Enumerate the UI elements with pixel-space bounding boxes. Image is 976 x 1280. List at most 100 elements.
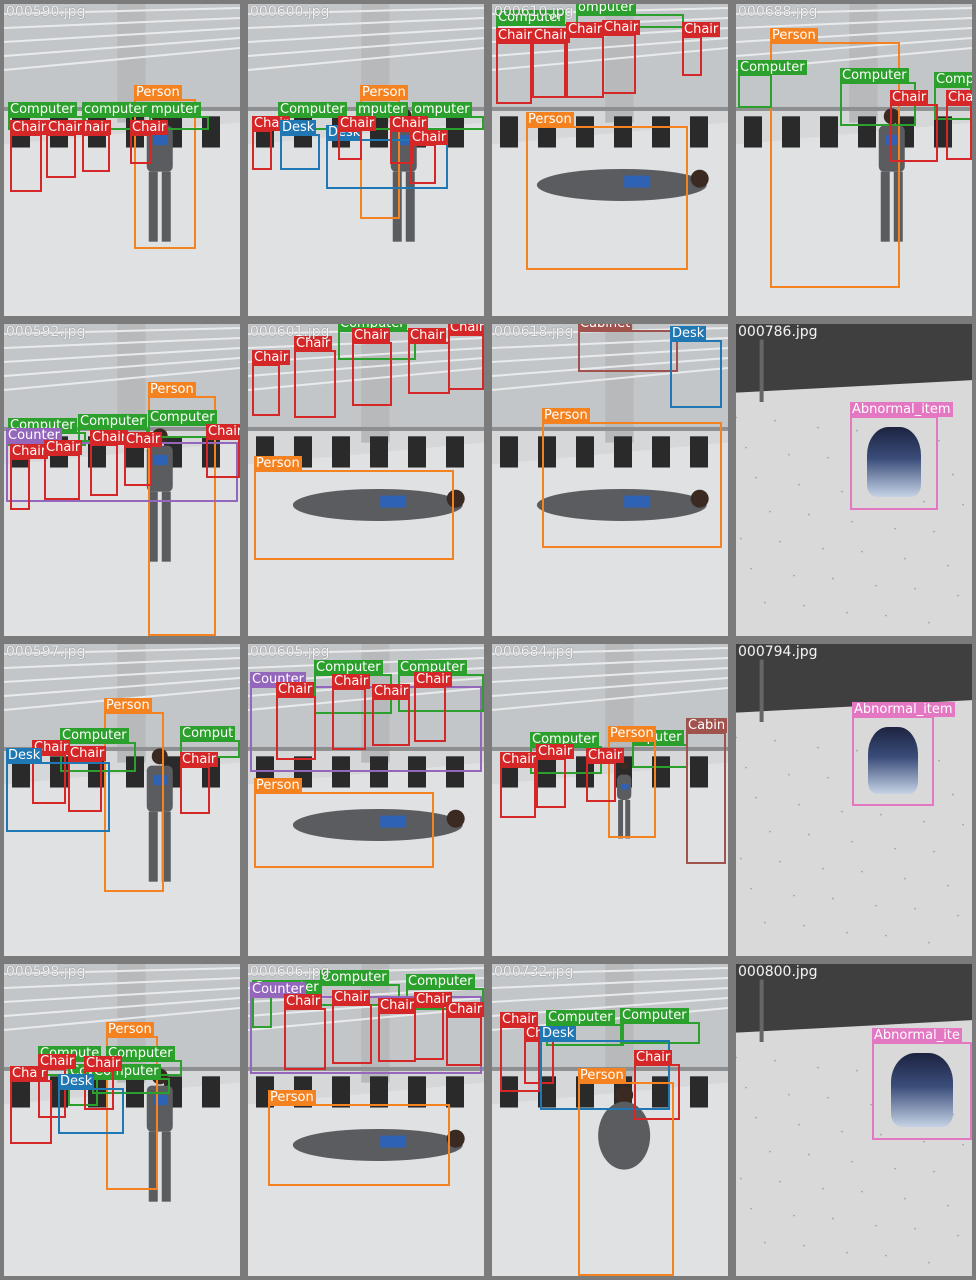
- file-name-label: 000601.jpg: [250, 324, 330, 340]
- class-label: Chair: [410, 130, 449, 145]
- bounding-box-desk: Desk: [670, 326, 722, 408]
- scene-photo: [248, 4, 484, 316]
- class-label: Counter: [6, 428, 62, 443]
- image-tile: 000600.jpg Person Computer mputer omputer Cha…: [244, 0, 488, 320]
- class-label: Chair: [378, 998, 417, 1013]
- class-label: Chair: [946, 90, 972, 105]
- bounding-box-chair: Chair: [284, 994, 326, 1070]
- bounding-box-cabinet: Cabin: [686, 718, 728, 864]
- class-label: mputer: [149, 102, 201, 117]
- class-label: Chair: [390, 116, 429, 131]
- file-name-label: 000590.jpg: [6, 4, 86, 20]
- bounding-box-person: Person: [526, 112, 688, 270]
- class-label: Chair: [10, 120, 49, 135]
- class-label: Computer: [530, 732, 599, 747]
- bounding-box-chair: Chair: [890, 90, 938, 162]
- class-label: Computer: [60, 728, 129, 743]
- bounding-box-person: Person: [106, 1022, 158, 1190]
- bounding-box-chair: Chair: [372, 684, 411, 746]
- bounding-box-computer: Computer: [620, 1008, 700, 1044]
- class-label: Chair: [532, 28, 571, 43]
- bounding-box-chair: Chair: [532, 28, 571, 98]
- bounding-box-chair: Chair: [946, 90, 972, 160]
- class-label: Computer: [106, 1046, 175, 1061]
- backpack-icon: [868, 726, 918, 794]
- image-tile: 000598.jpgPersonComputeComputerCoCompute…: [0, 960, 244, 1280]
- class-label: Computer: [8, 102, 77, 117]
- file-name-label: 000618.jpg: [494, 324, 574, 340]
- file-name-label: 000610.jpg: [494, 4, 574, 20]
- file-name-label: 000597.jpg: [6, 644, 86, 660]
- class-label: Computer: [78, 414, 147, 429]
- class-label: Chair: [890, 90, 929, 105]
- class-label: Computer: [406, 974, 475, 989]
- bounding-box-abnormal-item: Abnormal_item: [850, 402, 953, 510]
- class-label: Chair: [38, 1054, 77, 1069]
- class-label: Abnormal_item: [850, 402, 953, 417]
- image-tile: 000606.jpgComputerComputerComputerCounte…: [244, 960, 488, 1280]
- bounding-box-chair: Chair: [84, 1056, 123, 1110]
- bounding-box-person: Person: [104, 698, 164, 892]
- bounding-box-computer: Computer: [106, 1046, 182, 1076]
- bounding-box-person: Person: [578, 1068, 674, 1276]
- image-tile: 000592.jpg Person Computer Computer Computer…: [0, 320, 244, 640]
- bounding-box-chair: Chair: [332, 674, 371, 750]
- backpack-icon: [867, 427, 921, 498]
- class-label: Computer: [148, 410, 217, 425]
- bounding-box-person: Person: [254, 456, 454, 560]
- bounding-box-chair: Chair: [410, 130, 449, 184]
- class-label: Chair: [180, 752, 219, 767]
- file-name-label: 000786.jpg: [738, 324, 818, 340]
- class-label: Person: [268, 1090, 316, 1105]
- class-label: Chair: [586, 748, 625, 763]
- class-label: Chair: [682, 22, 721, 37]
- bounding-box-chair: Chair: [38, 1054, 77, 1118]
- class-label: Chair: [332, 674, 371, 689]
- bounding-box-desk: Desk: [280, 120, 320, 170]
- bounding-box-computer: Computer: [278, 102, 356, 130]
- bounding-box-chair: Chair: [500, 752, 539, 818]
- file-name-label: 000600.jpg: [250, 4, 330, 20]
- bounding-box-chair: Chair: [408, 328, 450, 394]
- bounding-box-person: Person: [608, 726, 656, 838]
- bounding-box-computer: omputer: [412, 102, 484, 130]
- class-label: Chair: [10, 444, 49, 459]
- bounding-box-chair: Chair: [586, 748, 625, 802]
- class-label: Abnormal_ite: [872, 1028, 962, 1043]
- bounding-box-chair: Chair: [44, 440, 83, 500]
- bounding-box-chair: Chair: [448, 324, 484, 390]
- class-label: Person: [360, 85, 408, 100]
- bounding-box-chair: Chair: [338, 116, 377, 160]
- bounding-box-chair: Chair: [378, 998, 417, 1062]
- bounding-box-computer: Computer: [738, 60, 807, 108]
- file-name-label: 000684.jpg: [494, 644, 574, 660]
- image-tile: 000597.jpg Person Computer Comput Chair Chair…: [0, 640, 244, 960]
- file-name-label: 000606.jpg: [250, 964, 330, 980]
- bounding-box-abnormal-item: Abnormal_item: [852, 702, 955, 806]
- class-label: Computer: [738, 60, 807, 75]
- bounding-box-computer: Comp: [934, 72, 972, 120]
- bounding-box-chair: Chair: [446, 1002, 484, 1066]
- class-label: Person: [770, 28, 818, 43]
- class-label: Chair: [90, 430, 129, 445]
- image-tile: 000794.jpg Abnormal_item: [732, 640, 976, 960]
- image-tile: 000732.jpgComputerComputerChairChairDesk…: [488, 960, 732, 1280]
- bounding-box-person: Person: [148, 382, 216, 636]
- bounding-box-chair: Chair: [294, 336, 336, 418]
- class-label: Counter: [250, 982, 306, 997]
- class-label: mputer: [356, 102, 408, 117]
- class-label: Computer: [314, 660, 383, 675]
- bounding-box-person: Person: [254, 778, 434, 868]
- bounding-box-computer: Computer: [78, 414, 148, 442]
- class-label: Chair: [414, 992, 453, 1007]
- bounding-box-person: Person: [360, 85, 408, 219]
- class-label: Person: [148, 382, 196, 397]
- scene-photo: [4, 4, 240, 316]
- class-label: Chair: [44, 440, 83, 455]
- class-label: Chair: [206, 424, 243, 439]
- bounding-box-chair: Chair: [414, 992, 453, 1060]
- class-label: Chair: [46, 120, 85, 135]
- bounding-box-chair: hair: [82, 120, 112, 172]
- bounding-box-chair: Chair: [252, 116, 291, 170]
- bounding-box-computer: Computer: [406, 974, 484, 1010]
